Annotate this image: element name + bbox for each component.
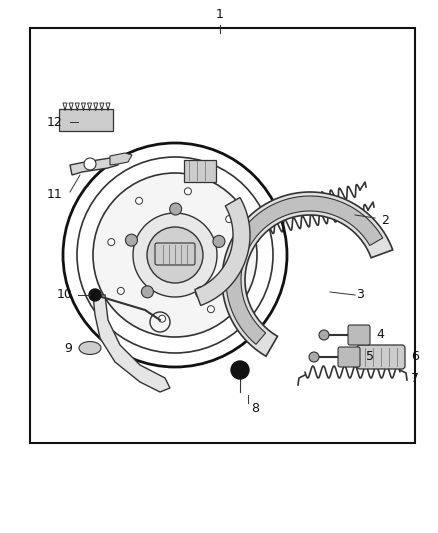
Circle shape bbox=[84, 158, 96, 170]
Text: 10: 10 bbox=[57, 288, 73, 302]
Text: 8: 8 bbox=[251, 401, 259, 415]
Circle shape bbox=[195, 287, 208, 298]
FancyBboxPatch shape bbox=[348, 325, 370, 345]
Circle shape bbox=[226, 215, 233, 223]
FancyBboxPatch shape bbox=[338, 347, 360, 367]
Text: 12: 12 bbox=[47, 116, 63, 128]
FancyBboxPatch shape bbox=[59, 109, 113, 131]
Text: 9: 9 bbox=[64, 342, 72, 354]
Circle shape bbox=[141, 286, 153, 298]
Circle shape bbox=[231, 361, 249, 379]
Circle shape bbox=[89, 289, 101, 301]
Polygon shape bbox=[226, 196, 383, 344]
Polygon shape bbox=[93, 295, 170, 392]
Circle shape bbox=[136, 197, 143, 204]
Ellipse shape bbox=[79, 342, 101, 354]
Circle shape bbox=[208, 306, 215, 313]
Circle shape bbox=[147, 227, 203, 283]
Circle shape bbox=[108, 239, 115, 246]
FancyBboxPatch shape bbox=[155, 243, 195, 265]
Circle shape bbox=[213, 236, 225, 247]
Text: 2: 2 bbox=[381, 214, 389, 227]
Text: 11: 11 bbox=[47, 189, 63, 201]
Circle shape bbox=[184, 188, 191, 195]
Circle shape bbox=[133, 213, 217, 297]
Circle shape bbox=[93, 173, 257, 337]
Text: 5: 5 bbox=[366, 351, 374, 364]
Text: 3: 3 bbox=[356, 288, 364, 302]
Circle shape bbox=[309, 352, 319, 362]
FancyBboxPatch shape bbox=[357, 345, 405, 369]
Polygon shape bbox=[110, 153, 132, 165]
Polygon shape bbox=[195, 198, 250, 305]
Polygon shape bbox=[70, 155, 120, 175]
Text: 4: 4 bbox=[376, 328, 384, 342]
Circle shape bbox=[319, 330, 329, 340]
Circle shape bbox=[170, 203, 182, 215]
Text: 6: 6 bbox=[411, 351, 419, 364]
Bar bbox=[30, 28, 415, 443]
Text: 7: 7 bbox=[411, 372, 419, 384]
Text: 1: 1 bbox=[216, 9, 224, 21]
Circle shape bbox=[235, 264, 242, 271]
Circle shape bbox=[117, 287, 124, 294]
Circle shape bbox=[159, 315, 166, 322]
Circle shape bbox=[125, 234, 138, 246]
Polygon shape bbox=[222, 192, 393, 356]
FancyBboxPatch shape bbox=[184, 160, 216, 182]
